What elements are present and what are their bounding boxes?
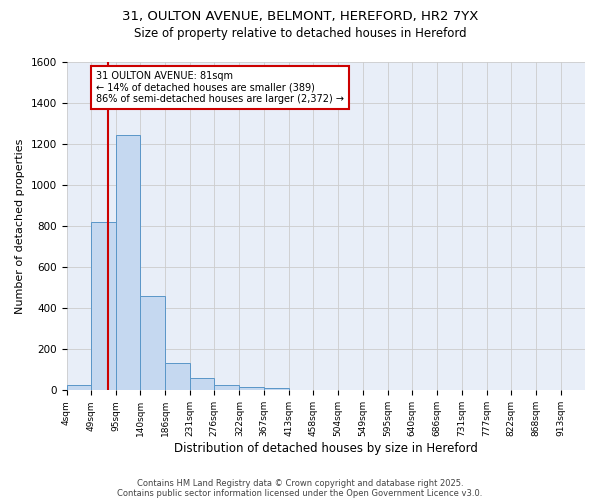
Bar	[166, 362, 190, 390]
Bar	[239, 388, 264, 390]
X-axis label: Distribution of detached houses by size in Hereford: Distribution of detached houses by size …	[174, 442, 478, 455]
Bar	[91, 222, 116, 390]
Text: Size of property relative to detached houses in Hereford: Size of property relative to detached ho…	[134, 28, 466, 40]
Y-axis label: Number of detached properties: Number of detached properties	[15, 138, 25, 314]
Bar	[140, 296, 166, 390]
Bar	[190, 378, 214, 390]
Bar	[116, 136, 140, 390]
Bar	[67, 385, 91, 390]
Text: 31, OULTON AVENUE, BELMONT, HEREFORD, HR2 7YX: 31, OULTON AVENUE, BELMONT, HEREFORD, HR…	[122, 10, 478, 23]
Text: 31 OULTON AVENUE: 81sqm
← 14% of detached houses are smaller (389)
86% of semi-d: 31 OULTON AVENUE: 81sqm ← 14% of detache…	[96, 70, 344, 104]
Text: Contains HM Land Registry data © Crown copyright and database right 2025.: Contains HM Land Registry data © Crown c…	[137, 478, 463, 488]
Bar	[214, 385, 239, 390]
Bar	[264, 388, 289, 390]
Text: Contains public sector information licensed under the Open Government Licence v3: Contains public sector information licen…	[118, 488, 482, 498]
